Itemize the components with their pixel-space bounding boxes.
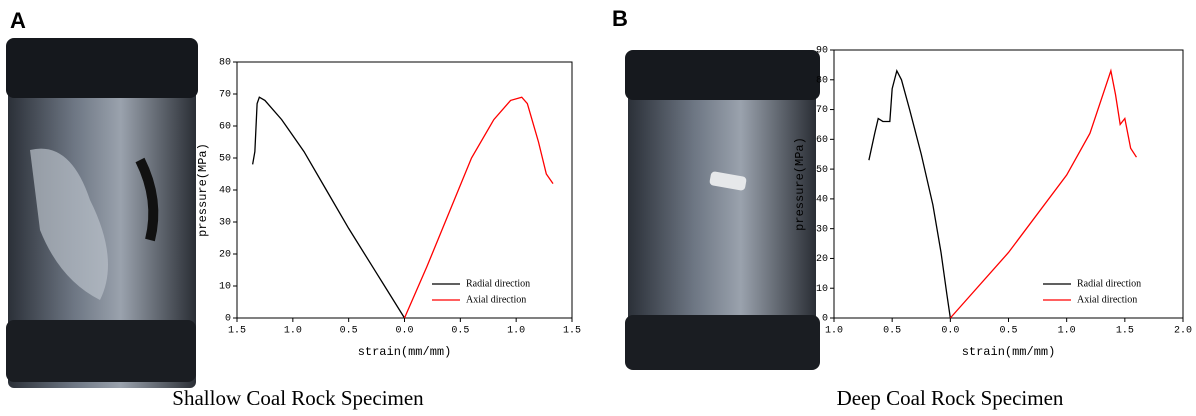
y-axis-label: pressure(MPa) bbox=[196, 143, 210, 237]
x-tick-label: 1.0 bbox=[507, 326, 525, 337]
y-tick-label: 50 bbox=[219, 154, 231, 165]
y-tick-label: 60 bbox=[219, 122, 231, 133]
y-tick-label: 40 bbox=[816, 195, 828, 206]
legend-label: Axial direction bbox=[466, 294, 526, 305]
y-tick-label: 10 bbox=[816, 284, 828, 295]
y-tick-label: 20 bbox=[219, 250, 231, 261]
chart: B Deep Coal Rock Specimen 1.0 0.5 0.0 0.5 1.0 1… bbox=[612, 6, 1192, 410]
x-tick-label: 1.5 bbox=[228, 326, 246, 337]
specimen-photo-a bbox=[6, 38, 198, 388]
y-tick-label: 80 bbox=[816, 75, 828, 86]
x-tick-label: 0.5 bbox=[999, 326, 1017, 337]
caption: Deep Coal Rock Specimen bbox=[837, 386, 1064, 410]
y-tick-label: 70 bbox=[219, 90, 231, 101]
specimen-photo-b bbox=[625, 50, 820, 370]
y-tick-label: 30 bbox=[816, 224, 828, 235]
series-line bbox=[251, 96, 406, 319]
y-tick-label: 90 bbox=[816, 46, 828, 57]
x-tick-label: 2.0 bbox=[1174, 326, 1192, 337]
x-tick-label: 1.5 bbox=[1116, 326, 1134, 337]
legend-label: Radial direction bbox=[1077, 278, 1141, 289]
y-tick-label: 40 bbox=[219, 186, 231, 197]
y-tick-label: 70 bbox=[816, 105, 828, 116]
y-tick-label: 50 bbox=[816, 165, 828, 176]
x-axis-label: strain(mm/mm) bbox=[962, 345, 1056, 359]
series-line bbox=[403, 96, 554, 319]
x-tick-label: 1.0 bbox=[284, 326, 302, 337]
x-axis-label: strain(mm/mm) bbox=[358, 345, 452, 359]
series-line bbox=[949, 68, 1138, 319]
x-tick-label: 1.0 bbox=[1058, 326, 1076, 337]
x-tick-label: 0.5 bbox=[340, 326, 358, 337]
x-tick-label: 1.5 bbox=[563, 326, 581, 337]
y-tick-label: 20 bbox=[816, 254, 828, 265]
y-tick-label: 80 bbox=[219, 58, 231, 69]
y-axis-label: pressure(MPa) bbox=[793, 137, 807, 231]
x-tick-label: 0.0 bbox=[941, 326, 959, 337]
y-tick-label: 0 bbox=[225, 314, 231, 325]
x-tick-label: 0.5 bbox=[451, 326, 469, 337]
y-tick-label: 0 bbox=[822, 314, 828, 325]
panel-label: B bbox=[612, 6, 628, 31]
x-tick-label: 1.0 bbox=[825, 326, 843, 337]
legend-label: Radial direction bbox=[466, 278, 530, 289]
x-tick-label: 0.0 bbox=[395, 326, 413, 337]
y-tick-label: 30 bbox=[219, 218, 231, 229]
legend-label: Axial direction bbox=[1077, 294, 1137, 305]
caption: Shallow Coal Rock Specimen bbox=[172, 386, 424, 410]
chart: A Shallow Coal Rock Specimen 1.5 1.0 0.5 0.0 0… bbox=[10, 8, 581, 410]
panel-label: A bbox=[10, 8, 26, 33]
series-line bbox=[868, 69, 951, 319]
x-tick-label: 0.5 bbox=[883, 326, 901, 337]
y-tick-label: 10 bbox=[219, 282, 231, 293]
y-tick-label: 60 bbox=[816, 135, 828, 146]
